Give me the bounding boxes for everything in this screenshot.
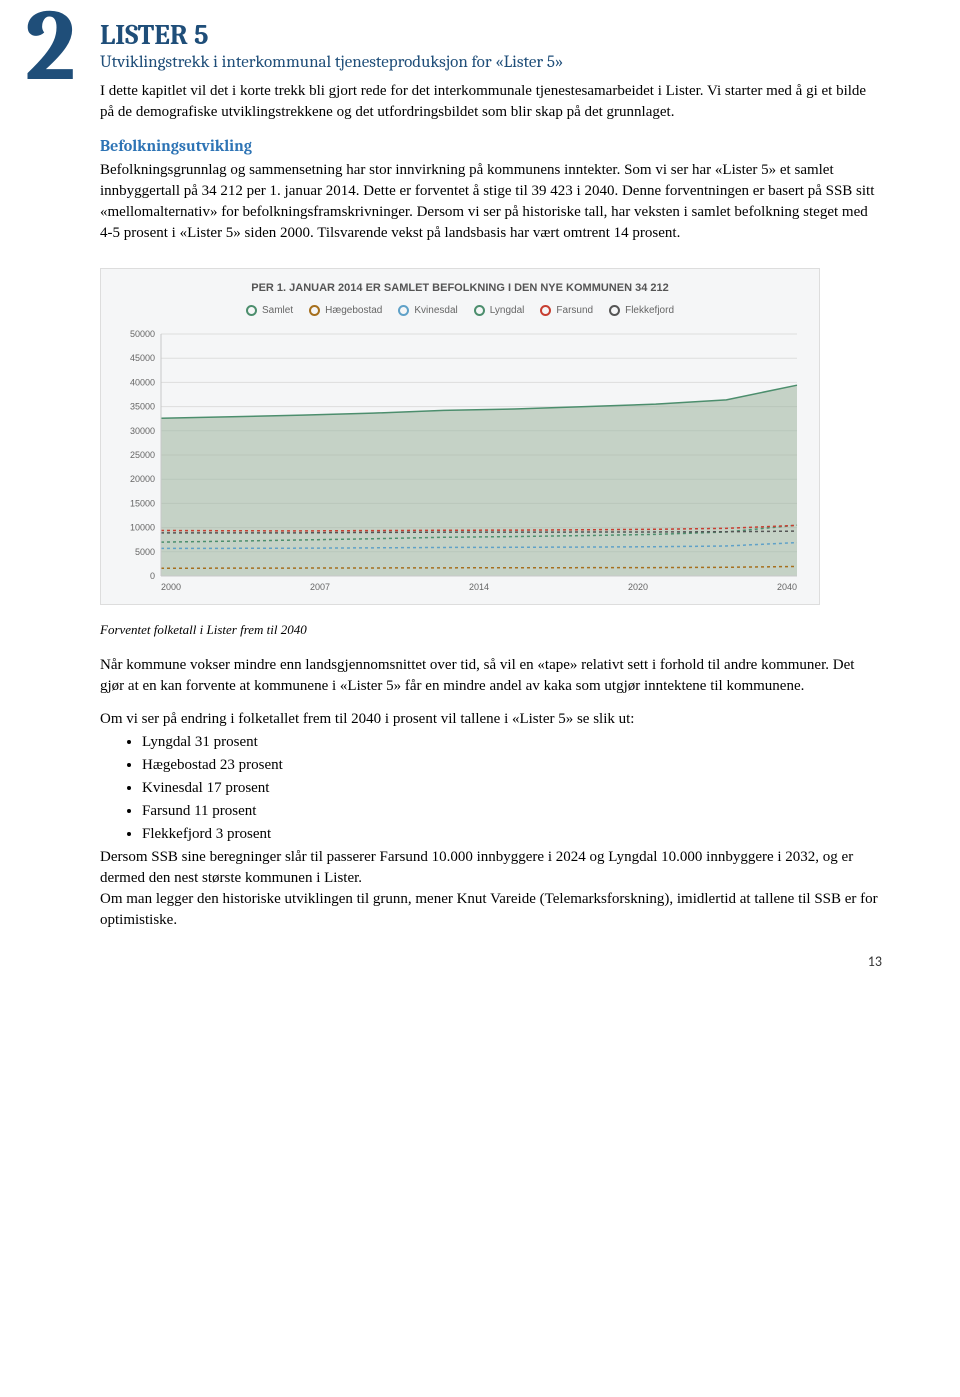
legend-item: Kvinesdal xyxy=(398,304,457,318)
legend-swatch-icon xyxy=(398,305,409,316)
legend-item: Lyngdal xyxy=(474,304,525,318)
svg-text:50000: 50000 xyxy=(130,329,155,339)
intro-paragraph: I dette kapitlet vil det i korte trekk b… xyxy=(100,81,880,123)
percent-list-item: Lyngdal 31 prosent xyxy=(142,732,880,753)
svg-text:15000: 15000 xyxy=(130,498,155,508)
svg-text:2007: 2007 xyxy=(310,582,330,592)
population-chart: PER 1. JANUAR 2014 ER SAMLET BEFOLKNING … xyxy=(100,268,820,605)
legend-item: Samlet xyxy=(246,304,293,318)
page-number: 13 xyxy=(868,952,882,972)
svg-text:25000: 25000 xyxy=(130,450,155,460)
svg-text:45000: 45000 xyxy=(130,353,155,363)
legend-swatch-icon xyxy=(474,305,485,316)
list-intro: Om vi ser på endring i folketallet frem … xyxy=(100,709,880,730)
chapter-number: 2 xyxy=(25,0,76,97)
svg-text:5000: 5000 xyxy=(135,547,155,557)
legend-item: Hægebostad xyxy=(309,304,382,318)
legend-label: Flekkefjord xyxy=(625,304,674,318)
svg-text:30000: 30000 xyxy=(130,426,155,436)
svg-text:2040: 2040 xyxy=(777,582,797,592)
section-heading-befolkningsutvikling: Befolkningsutvikling xyxy=(100,135,880,157)
svg-text:40000: 40000 xyxy=(130,377,155,387)
legend-item: Flekkefjord xyxy=(609,304,674,318)
chapter-header: 2 LISTER 5 Utviklingstrekk i interkommun… xyxy=(100,20,880,73)
legend-swatch-icon xyxy=(540,305,551,316)
legend-label: Farsund xyxy=(556,304,593,318)
legend-label: Kvinesdal xyxy=(414,304,457,318)
chapter-subtitle: Utviklingstrekk i interkommunal tjeneste… xyxy=(100,53,880,73)
legend-label: Hægebostad xyxy=(325,304,382,318)
chart-svg: 0 5000 10000 15000 20000 25000 30000 35000 40000… xyxy=(113,328,809,598)
svg-text:2000: 2000 xyxy=(161,582,181,592)
section1-body: Befolkningsgrunnlag og sammensetning har… xyxy=(100,160,880,244)
svg-text:2020: 2020 xyxy=(628,582,648,592)
svg-text:2014: 2014 xyxy=(469,582,489,592)
svg-text:20000: 20000 xyxy=(130,474,155,484)
percent-list-item: Hægebostad 23 prosent xyxy=(142,755,880,776)
paragraph-after-chart: Når kommune vokser mindre enn landsgjenn… xyxy=(100,655,880,697)
legend-swatch-icon xyxy=(309,305,320,316)
closing-paragraph: Dersom SSB sine beregninger slår til pas… xyxy=(100,847,880,931)
svg-text:0: 0 xyxy=(150,571,155,581)
percent-list-item: Kvinesdal 17 prosent xyxy=(142,778,880,799)
chart-title: PER 1. JANUAR 2014 ER SAMLET BEFOLKNING … xyxy=(113,281,807,296)
legend-swatch-icon xyxy=(246,305,257,316)
percent-list: Lyngdal 31 prosentHægebostad 23 prosentK… xyxy=(100,732,880,845)
percent-list-item: Flekkefjord 3 prosent xyxy=(142,824,880,845)
chart-caption: Forventet folketall i Lister frem til 20… xyxy=(100,621,880,639)
chart-legend: Samlet Hægebostad Kvinesdal Lyngdal Farsund F… xyxy=(113,304,807,318)
legend-label: Samlet xyxy=(262,304,293,318)
chapter-title: LISTER 5 xyxy=(100,20,880,51)
svg-text:35000: 35000 xyxy=(130,402,155,412)
svg-text:10000: 10000 xyxy=(130,523,155,533)
legend-label: Lyngdal xyxy=(490,304,525,318)
percent-list-item: Farsund 11 prosent xyxy=(142,801,880,822)
legend-item: Farsund xyxy=(540,304,593,318)
legend-swatch-icon xyxy=(609,305,620,316)
